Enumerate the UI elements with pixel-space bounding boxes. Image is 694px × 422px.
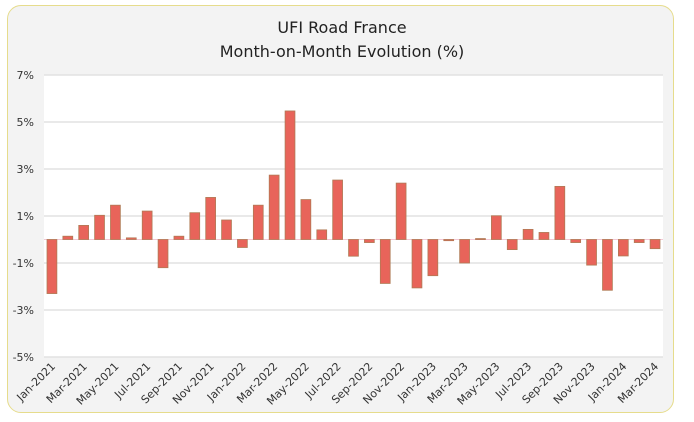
bar-aug-2023 [538,232,550,240]
bar-nov-2022 [395,182,407,240]
bar-nov-2023 [586,239,597,266]
y-tick-label: 1% [17,210,34,223]
bar-may-2022 [300,199,312,240]
bar-apr-2023 [475,238,486,240]
bar-apr-2022 [284,110,296,240]
bar-aug-2022 [348,239,359,257]
bar-jul-2023 [522,228,534,240]
y-tick-label: -1% [13,257,34,270]
bar-aug-2021 [157,239,169,269]
bar-sep-2022 [364,239,375,243]
bar-sep-2021 [173,235,185,240]
y-tick-label: 7% [17,69,34,82]
chart-subtitle: Month-on-Month Evolution (%) [220,42,465,61]
bar-jul-2021 [141,210,153,240]
bar-may-2023 [491,215,502,240]
bar-sep-2023 [554,185,566,240]
y-tick-label: 3% [17,163,34,176]
bar-mar-2023 [459,239,470,264]
bar-jan-2022 [237,239,248,248]
bar-feb-2021 [62,235,74,240]
bar-mar-2024 [649,239,661,250]
bar-mar-2022 [268,174,280,240]
bar-nov-2021 [205,197,216,240]
bar-apr-2021 [94,214,105,240]
y-tick-label: -5% [13,351,34,364]
bar-mar-2021 [78,224,89,240]
bar-jun-2022 [316,229,328,240]
chart-title: UFI Road France [277,18,406,37]
bar-oct-2023 [570,239,582,243]
bar-feb-2022 [252,204,264,240]
bar-jan-2021 [46,239,58,294]
bar-jun-2021 [125,237,137,240]
bar-jun-2023 [506,239,518,251]
bar-jul-2022 [332,179,343,240]
y-tick-label: -3% [13,304,34,317]
bar-oct-2021 [189,212,201,240]
bar-feb-2023 [443,239,455,242]
bar-dec-2022 [411,239,423,289]
y-tick-label: 5% [17,116,34,129]
bar-may-2021 [110,204,121,240]
bar-jan-2023 [427,239,439,277]
bar-jan-2024 [618,239,629,257]
bar-feb-2024 [633,239,645,243]
bar-dec-2023 [602,239,613,291]
bar-oct-2022 [379,239,391,284]
bar-dec-2021 [221,219,232,240]
